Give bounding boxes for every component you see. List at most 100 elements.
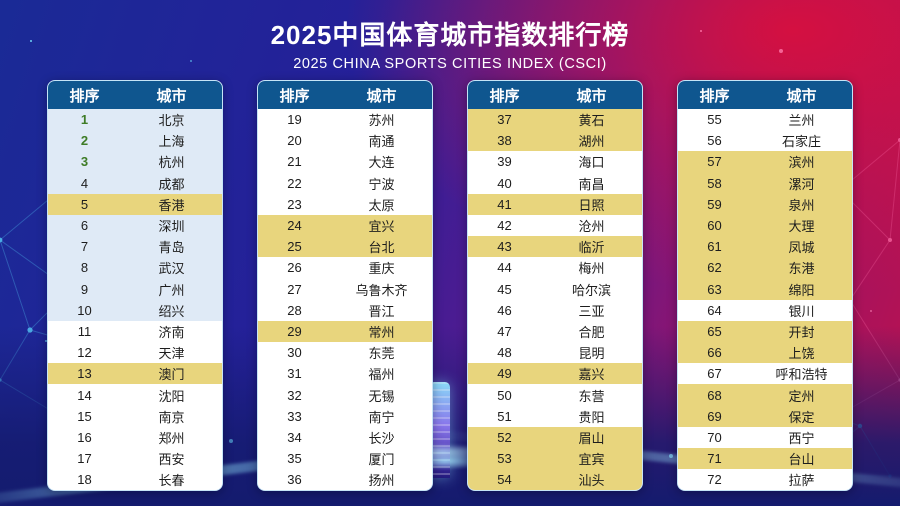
table-row: 44 梅州 (468, 257, 642, 279)
rank-cell: 7 (80, 239, 89, 255)
city-cell: 海口 (578, 155, 605, 171)
table-row: 20 南通 (258, 130, 432, 152)
rank-cell: 64 (707, 302, 722, 318)
city-cell: 长春 (158, 473, 185, 489)
rank-header: 排序 (69, 87, 100, 105)
table-row: 52 眉山 (468, 426, 642, 448)
table-header: 排序 城市 (468, 81, 642, 109)
rank-cell: 19 (287, 112, 302, 128)
rank-cell: 55 (707, 112, 722, 128)
table-row: 33 南宁 (258, 405, 432, 427)
table-body: 55 兰州 56 石家庄 57 滨州 58 漯河 59 泉州 60 大理 61 凤城 62 东港 63 绵阳 64 银… (678, 109, 852, 491)
city-cell: 天津 (158, 346, 185, 362)
city-cell: 扬州 (368, 473, 395, 489)
table-row: 6 深圳 (48, 214, 222, 237)
table-row: 32 无锡 (258, 384, 432, 406)
table-row: 55 兰州 (678, 109, 852, 131)
table-body: 37 黄石 38 湖州 39 海口 40 南昌 41 日照 42 沧州 43 临沂 44 梅州 45 哈尔滨 46 三… (468, 109, 642, 491)
rank-cell: 22 (287, 175, 302, 191)
rank-cell: 11 (77, 323, 92, 339)
city-cell: 呼和浩特 (775, 367, 828, 383)
city-cell: 哈尔滨 (572, 282, 612, 298)
city-cell: 黄石 (578, 113, 605, 129)
table-row: 4 成都 (48, 172, 222, 194)
city-cell: 南宁 (368, 409, 395, 425)
rank-cell: 37 (497, 112, 512, 128)
rank-cell: 9 (80, 281, 89, 297)
rank-cell: 44 (497, 260, 512, 276)
rank-table-2: 排序 城市 19 苏州 20 南通 21 大连 22 宁波 23 太原 24 宜兴 25 台北 26 重庆 27… (257, 80, 433, 492)
rank-cell: 10 (77, 302, 92, 318)
table-row: 64 银川 (678, 299, 852, 321)
rank-cell: 56 (707, 133, 722, 149)
rank-cell: 62 (707, 260, 722, 276)
table-row: 11 济南 (48, 320, 222, 343)
rank-cell: 67 (707, 366, 722, 382)
table-row: 28 晋江 (258, 299, 432, 321)
page-title: 2025中国体育城市指数排行榜 (270, 20, 630, 50)
city-cell: 绵阳 (788, 282, 815, 298)
city-header: 城市 (156, 87, 187, 105)
table-row: 3 杭州 (48, 151, 222, 173)
rank-cell: 43 (497, 239, 512, 255)
city-cell: 西安 (158, 452, 185, 468)
city-cell: 南昌 (578, 176, 605, 192)
table-row: 48 昆明 (468, 342, 642, 364)
city-cell: 宜兴 (368, 219, 395, 235)
city-cell: 广州 (158, 282, 185, 298)
city-cell: 绍兴 (158, 303, 185, 319)
table-row: 56 石家庄 (678, 130, 852, 152)
rank-cell: 35 (287, 451, 302, 467)
city-cell: 晋江 (368, 303, 395, 319)
city-cell: 拉萨 (788, 473, 815, 489)
title-block: 2025中国体育城市指数排行榜 2025 CHINA SPORTS CITIES… (0, 20, 900, 72)
table-row: 5 香港 (48, 193, 222, 215)
table-row: 63 绵阳 (678, 278, 852, 300)
city-cell: 泉州 (788, 197, 815, 213)
table-row: 49 嘉兴 (468, 363, 642, 385)
city-cell: 东营 (578, 388, 605, 404)
city-cell: 石家庄 (782, 134, 822, 150)
rank-cell: 18 (77, 472, 92, 488)
rank-table-1: 排序 城市 1 北京 2 上海 3 杭州 4 成都 5 香港 6 深圳 7 青岛 8 武汉 9 广州 10 绍兴 11 济… (47, 80, 223, 492)
table-row: 21 大连 (258, 151, 432, 173)
table-row: 37 黄石 (468, 109, 642, 131)
table-row: 22 宁波 (258, 172, 432, 194)
table-row: 54 汕头 (468, 469, 642, 491)
table-row: 62 东港 (678, 257, 852, 279)
city-cell: 青岛 (158, 240, 185, 256)
city-cell: 保定 (788, 409, 815, 425)
rank-table-4: 排序 城市 55 兰州 56 石家庄 57 滨州 58 漯河 59 泉州 60 大理 61 凤城 62 东港 6… (677, 80, 853, 492)
rank-cell: 33 (287, 408, 302, 424)
city-cell: 贵阳 (578, 409, 605, 425)
rank-cell: 1 (80, 112, 89, 128)
city-cell: 澳门 (158, 367, 185, 383)
rank-cell: 12 (77, 345, 92, 361)
city-cell: 苏州 (368, 113, 395, 129)
rank-cell: 63 (707, 281, 722, 297)
city-cell: 郑州 (158, 430, 185, 446)
rank-cell: 28 (287, 302, 302, 318)
rank-cell: 36 (287, 472, 302, 488)
rank-cell: 72 (707, 472, 722, 488)
table-row: 1 北京 (48, 109, 222, 131)
rank-cell: 20 (287, 133, 302, 149)
table-row: 29 常州 (258, 320, 432, 343)
city-cell: 宜宾 (578, 452, 605, 468)
table-row: 42 沧州 (468, 214, 642, 237)
city-cell: 梅州 (578, 261, 605, 277)
rank-cell: 46 (497, 302, 512, 318)
rank-cell: 27 (287, 281, 302, 297)
table-row: 9 广州 (48, 278, 222, 300)
rank-cell: 60 (707, 218, 722, 234)
page-subtitle: 2025 CHINA SPORTS CITIES INDEX (CSCI) (293, 56, 607, 73)
rank-cell: 4 (80, 175, 89, 191)
rank-cell: 53 (497, 451, 512, 467)
rank-header: 排序 (699, 87, 730, 105)
table-row: 10 绍兴 (48, 299, 222, 321)
table-row: 13 澳门 (48, 363, 222, 385)
city-cell: 兰州 (788, 113, 815, 129)
table-row: 71 台山 (678, 448, 852, 470)
city-cell: 日照 (578, 197, 605, 213)
